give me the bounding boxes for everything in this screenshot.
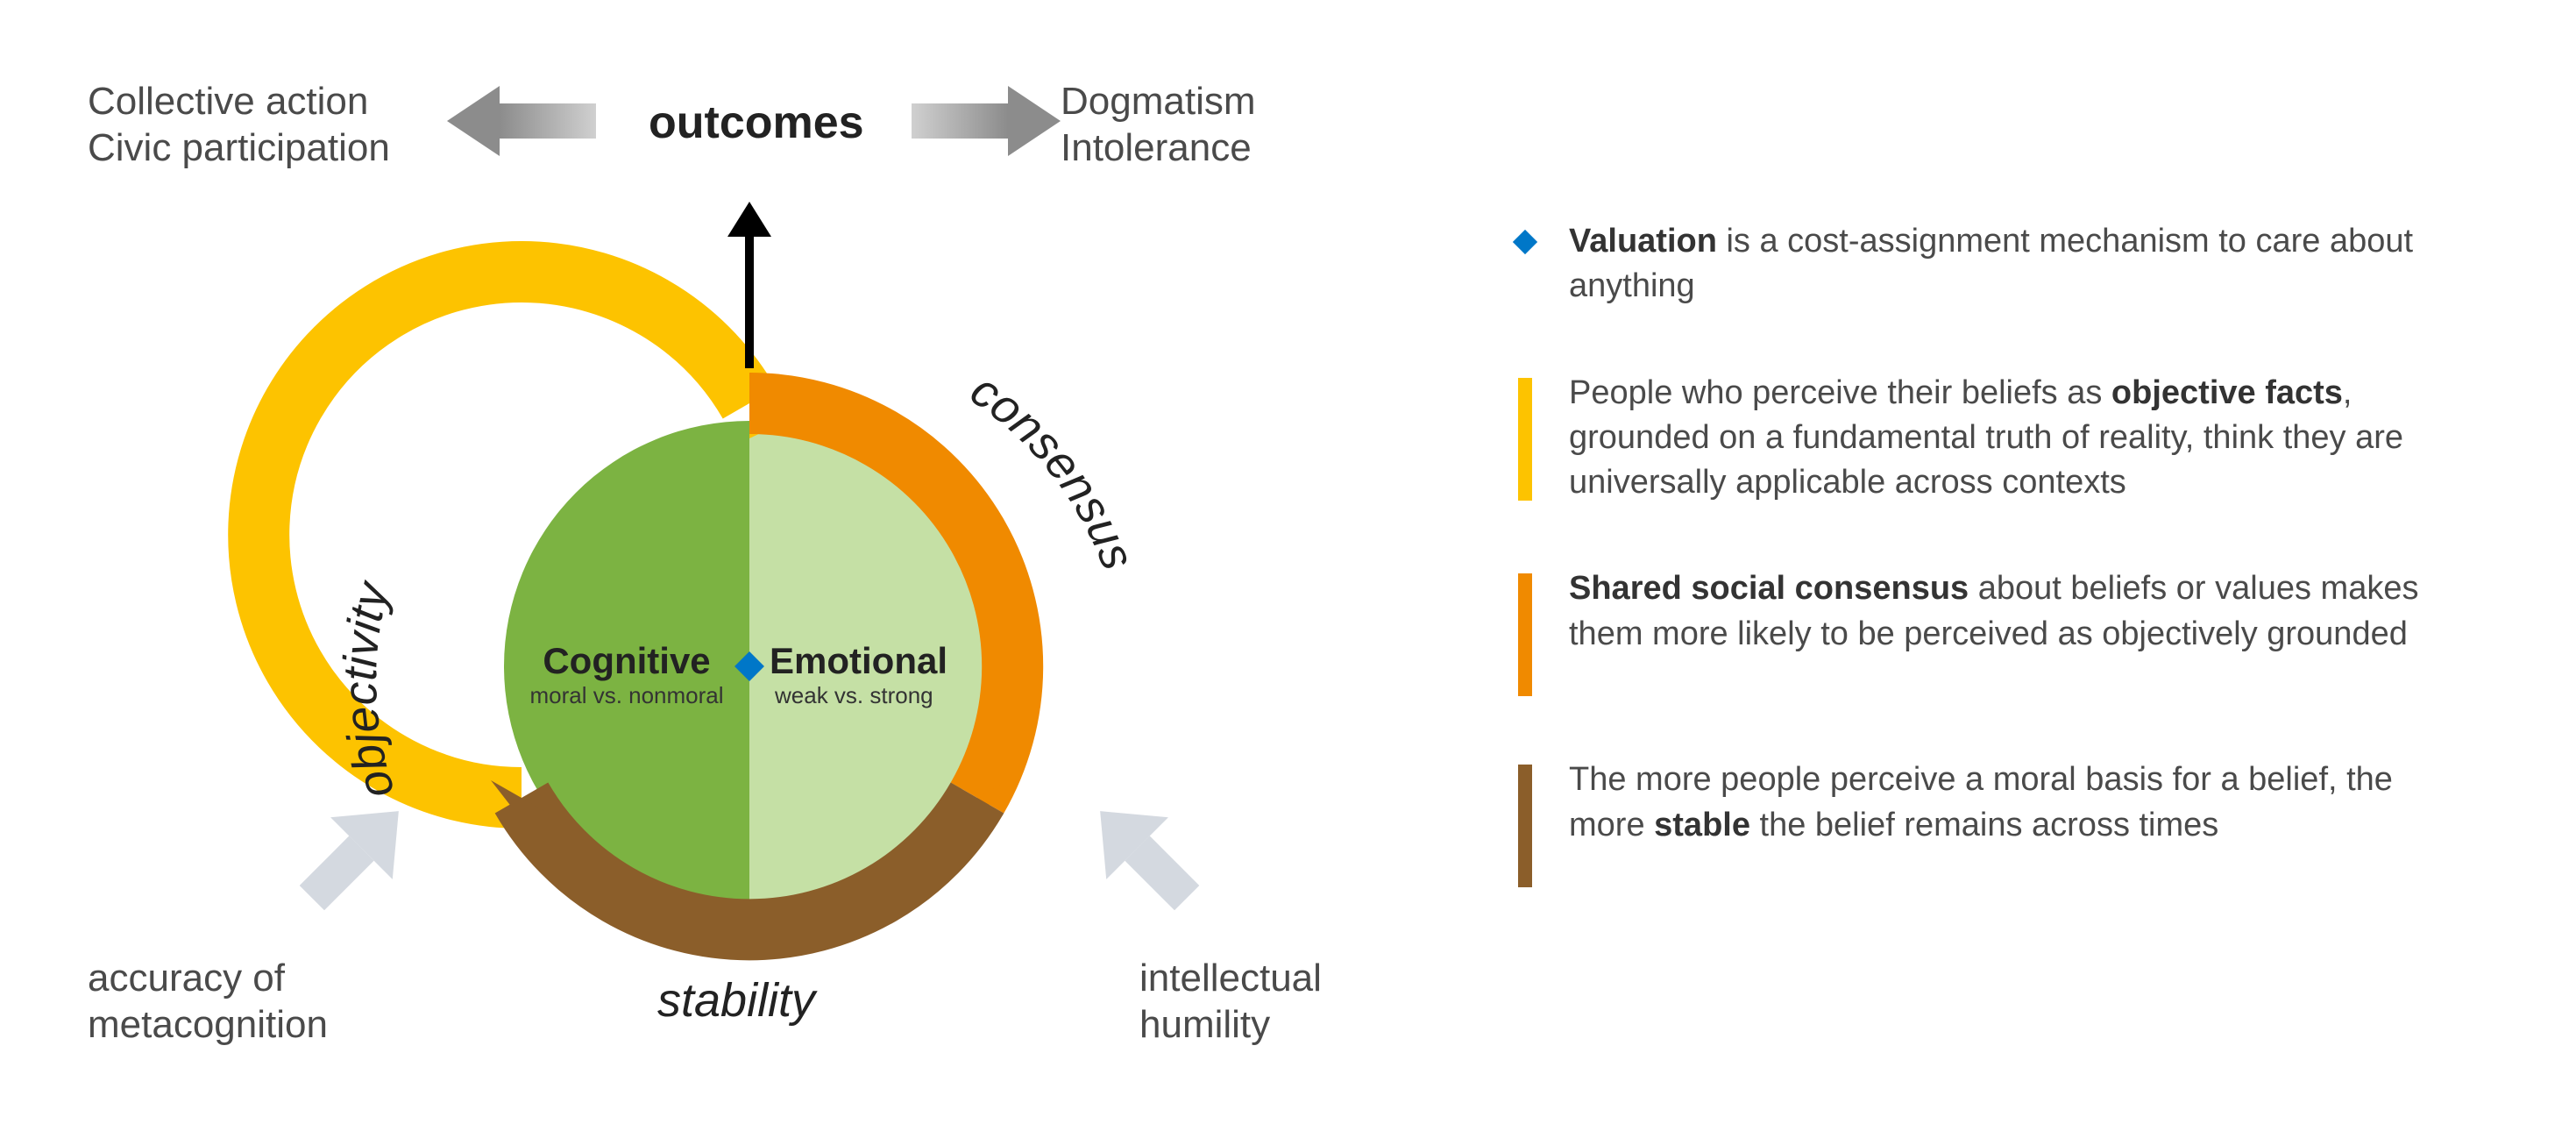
inner-right-sub: weak vs. strong xyxy=(770,682,989,709)
legend-text-consensus: Shared social consensus about beliefs or… xyxy=(1569,566,2472,657)
inner-right-block: Emotional weak vs. strong xyxy=(770,640,989,709)
legend-item-objective: People who perceive their beliefs as obj… xyxy=(1508,371,2472,506)
inner-left-sub: moral vs. nonmoral xyxy=(517,682,736,709)
gray-arrow-right xyxy=(912,86,1061,156)
legend-marker-yellow xyxy=(1508,371,1543,501)
legend-consensus-bold: Shared social consensus xyxy=(1569,570,1969,607)
bottom-right-line1: intellectual xyxy=(1139,956,1322,1002)
arc-label-objectivity: objectivity xyxy=(334,575,405,805)
legend-stable-post: the belief remains across times xyxy=(1750,807,2218,843)
legend-item-consensus: Shared social consensus about beliefs or… xyxy=(1508,566,2472,696)
arc-label-stability: stability xyxy=(657,973,815,1028)
diagram-area: Collective action Civic participation Do… xyxy=(0,0,1402,1124)
legend-text-valuation: Valuation is a cost-assignment mechanism… xyxy=(1569,219,2472,309)
legend-item-stable: The more people perceive a moral basis f… xyxy=(1508,758,2472,887)
legend-text-objective: People who perceive their beliefs as obj… xyxy=(1569,371,2472,506)
bottom-left-text: accuracy of metacognition xyxy=(88,956,328,1049)
legend-objective-pre: People who perceive their beliefs as xyxy=(1569,374,2111,411)
gray-arrow-left xyxy=(447,86,596,156)
legend-valuation-bold: Valuation xyxy=(1569,223,1717,260)
black-arrow-head xyxy=(727,202,771,237)
inner-left-title: Cognitive xyxy=(517,640,736,682)
legend-objective-bold: objective facts xyxy=(2111,374,2343,411)
bottom-right-text: intellectual humility xyxy=(1139,956,1322,1049)
legend-item-valuation: Valuation is a cost-assignment mechanism… xyxy=(1508,219,2472,309)
bottom-right-line2: humility xyxy=(1139,1002,1322,1049)
inner-right-title: Emotional xyxy=(770,640,989,682)
legend-area: Valuation is a cost-assignment mechanism… xyxy=(1508,219,2472,949)
light-arrow-bottom-right xyxy=(1069,780,1218,929)
legend-marker-diamond xyxy=(1508,219,1543,258)
inner-left-block: Cognitive moral vs. nonmoral xyxy=(517,640,736,709)
legend-marker-orange xyxy=(1508,566,1543,696)
legend-marker-brown xyxy=(1508,758,1543,887)
legend-stable-bold: stable xyxy=(1654,807,1750,843)
legend-text-stable: The more people perceive a moral basis f… xyxy=(1569,758,2472,848)
bottom-left-line1: accuracy of xyxy=(88,956,328,1002)
bottom-left-line2: metacognition xyxy=(88,1002,328,1049)
